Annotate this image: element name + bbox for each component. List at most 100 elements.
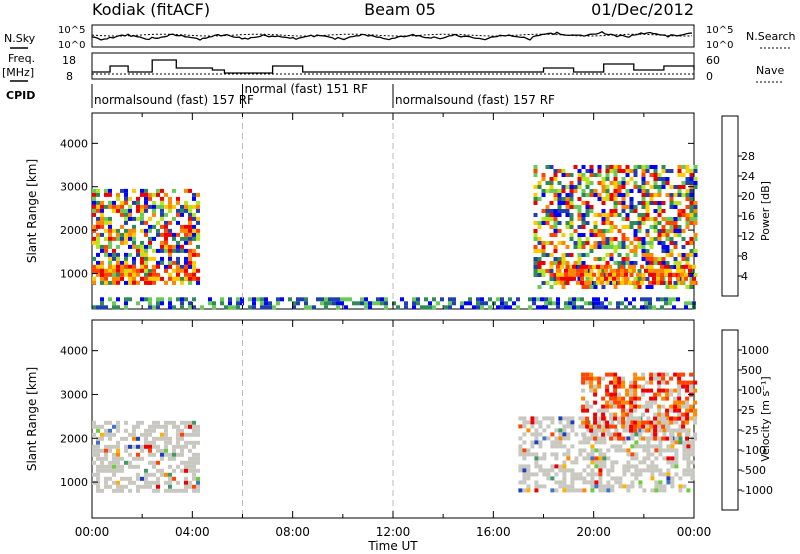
heatmap-cell <box>542 416 547 421</box>
heatmap-cell <box>609 245 614 249</box>
heatmap-cell <box>641 169 646 173</box>
heatmap-cell <box>152 208 156 213</box>
heatmap-cell <box>621 169 626 173</box>
heatmap-cell <box>518 444 523 449</box>
heatmap-cell <box>578 472 583 477</box>
heatmap-cell <box>541 177 546 181</box>
heatmap-cell <box>581 213 586 217</box>
heatmap-cell <box>601 241 606 245</box>
heatmap-cell <box>144 272 148 277</box>
heatmap-cell <box>630 452 635 457</box>
heatmap-cell <box>669 265 674 269</box>
heatmap-cell <box>192 264 196 269</box>
heatmap-cell <box>136 248 140 253</box>
heatmap-cell <box>537 273 542 277</box>
heatmap-cell <box>440 297 444 302</box>
heatmap-cell <box>416 297 420 302</box>
heatmap-cell <box>617 169 622 173</box>
heatmap-cell <box>570 444 575 449</box>
heatmap-cell <box>196 216 200 221</box>
heatmap-cell <box>537 197 542 201</box>
heatmap-cell <box>128 276 132 281</box>
heatmap-cell <box>577 245 582 249</box>
heatmap-cell <box>681 400 686 405</box>
heatmap-cell <box>136 244 140 249</box>
heatmap-cell <box>645 241 650 245</box>
heatmap-cell <box>589 265 594 269</box>
heatmap-cell <box>200 305 204 310</box>
heatmap-cell <box>148 472 152 477</box>
heatmap-cell <box>541 273 546 277</box>
heatmap-cell <box>600 276 604 281</box>
heatmap-cell <box>264 301 268 306</box>
heatmap-cell <box>614 444 619 449</box>
heatmap-cell <box>128 212 132 217</box>
heatmap-cell <box>496 297 500 302</box>
heatmap-cell <box>112 264 116 269</box>
heatmap-cell <box>124 260 128 265</box>
heatmap-cell <box>372 301 376 306</box>
heatmap-cell <box>549 285 554 289</box>
colorbar-tick-label: 12 <box>741 230 755 243</box>
heatmap-cell <box>658 468 663 473</box>
heatmap-cell <box>124 220 128 225</box>
heatmap-cell <box>658 424 663 429</box>
heatmap-cell <box>621 225 626 229</box>
heatmap-cell <box>534 484 539 489</box>
heatmap-cell <box>500 305 504 310</box>
heatmap-cell <box>669 197 674 201</box>
heatmap-cell <box>240 297 244 302</box>
heatmap-cell <box>681 416 686 421</box>
heatmap-cell <box>646 464 651 469</box>
heatmap-cell <box>645 265 650 269</box>
heatmap-cell <box>645 193 650 197</box>
heatmap-cell <box>645 189 650 193</box>
heatmap-cell <box>589 380 594 385</box>
heatmap-cell <box>92 236 96 241</box>
nsearch-label: N.Search <box>746 30 796 43</box>
heatmap-cell <box>124 484 128 489</box>
heatmap-cell <box>124 448 128 453</box>
heatmap-cell <box>690 448 695 453</box>
heatmap-cell <box>677 169 682 173</box>
heatmap-cell <box>626 488 631 493</box>
heatmap-cell <box>260 301 264 306</box>
heatmap-cell <box>661 209 666 213</box>
heatmap-cell <box>264 297 268 302</box>
heatmap-cell <box>160 448 164 453</box>
heatmap-cell <box>609 432 614 437</box>
heatmap-cell <box>561 189 566 193</box>
heatmap-cell <box>633 205 638 209</box>
heatmap-cell <box>604 297 608 302</box>
heatmap-cell <box>553 273 558 277</box>
heatmap-cell <box>598 480 603 485</box>
heatmap-cell <box>670 460 675 465</box>
heatmap-cell <box>586 440 591 445</box>
heatmap-cell <box>196 204 200 209</box>
heatmap-cell <box>602 484 607 489</box>
heatmap-cell <box>633 372 638 377</box>
heatmap-cell <box>642 456 647 461</box>
heatmap-cell <box>560 276 564 281</box>
heatmap-cell <box>124 192 128 197</box>
heatmap-cell <box>621 424 626 429</box>
heatmap-cell <box>605 420 610 425</box>
heatmap-cell <box>164 192 168 197</box>
heatmap-cell <box>136 476 140 481</box>
heatmap-cell <box>689 380 694 385</box>
heatmap-cell <box>609 269 614 273</box>
heatmap-cell <box>692 280 696 285</box>
heatmap-cell <box>156 264 160 269</box>
heatmap-cell <box>621 197 626 201</box>
heatmap-cell <box>625 400 630 405</box>
heatmap-cell <box>144 268 148 273</box>
heatmap-cell <box>324 305 328 310</box>
heatmap-cell <box>96 224 100 229</box>
heatmap-cell <box>654 448 659 453</box>
heatmap-cell <box>108 192 112 197</box>
heatmap-cell <box>597 165 602 169</box>
heatmap-cell <box>649 257 654 261</box>
heatmap-cell <box>666 448 671 453</box>
heatmap-cell <box>108 232 112 237</box>
heatmap-cell <box>132 244 136 249</box>
